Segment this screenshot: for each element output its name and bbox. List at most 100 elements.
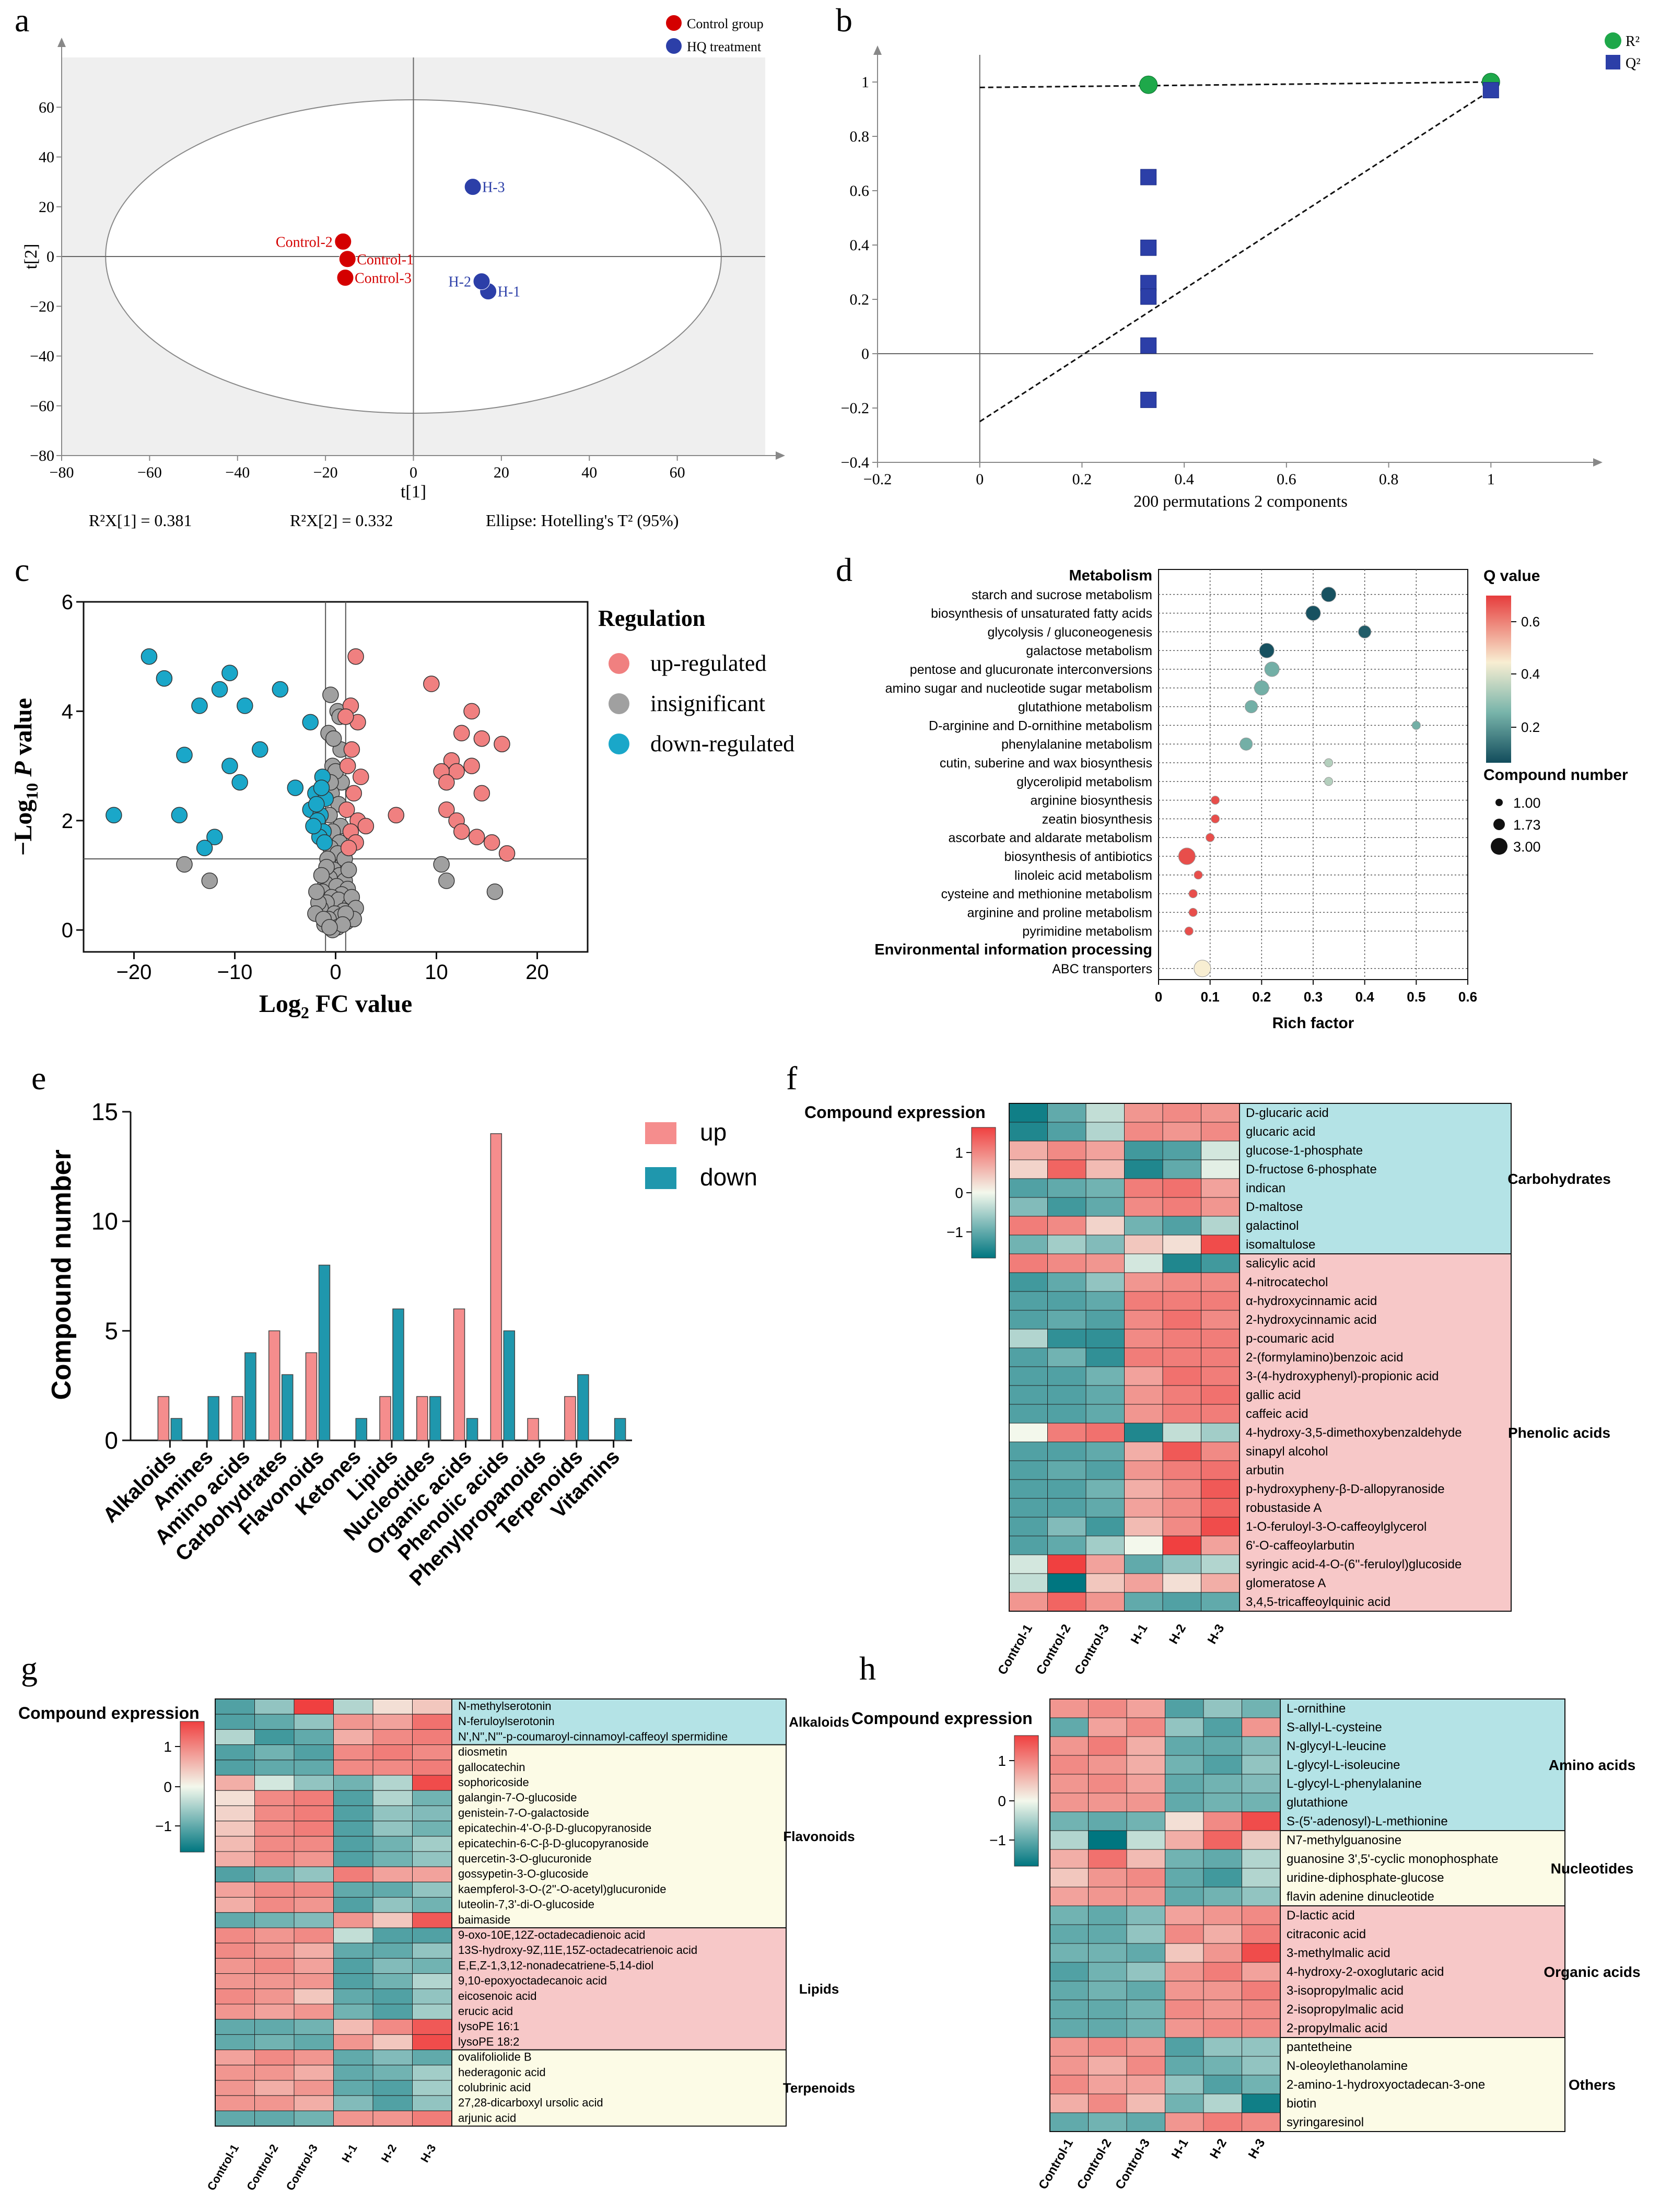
volcano-point bbox=[322, 686, 339, 703]
bar-up bbox=[416, 1396, 428, 1441]
heat-cell bbox=[1049, 1830, 1089, 1850]
heat-cell bbox=[215, 1760, 255, 1776]
r2-point bbox=[1139, 75, 1158, 94]
y-tick-label-b: −0.2 bbox=[841, 400, 869, 417]
bar-down bbox=[429, 1396, 441, 1441]
heat-cell bbox=[1124, 1460, 1163, 1480]
heat-cell bbox=[1047, 1498, 1086, 1518]
point-label: Control-3 bbox=[355, 270, 412, 286]
column-label: H-1 bbox=[1169, 2137, 1191, 2161]
heat-cell bbox=[1009, 1159, 1048, 1179]
panel-letter-g: g bbox=[21, 1650, 38, 1687]
group-box bbox=[451, 1927, 787, 2051]
heat-cell bbox=[215, 1912, 255, 1928]
row-label: N-glycyl-L-leucine bbox=[1287, 1739, 1386, 1753]
heat-cell bbox=[215, 1988, 255, 2005]
heat-cell bbox=[412, 2050, 452, 2066]
heat-cell bbox=[1201, 1479, 1240, 1499]
legend-label-e: up bbox=[700, 1119, 727, 1146]
legend-label-c: up-regulated bbox=[650, 650, 766, 676]
legend-label-a: Control group bbox=[687, 16, 764, 31]
bar-up bbox=[379, 1396, 391, 1441]
bar-down bbox=[355, 1418, 367, 1441]
heat-cell bbox=[1201, 1366, 1240, 1386]
point-label: H-3 bbox=[482, 180, 505, 196]
heat-cell bbox=[1242, 1981, 1281, 2000]
legend-label-e: down bbox=[700, 1163, 757, 1191]
row-label: 2-propylmalic acid bbox=[1287, 2021, 1387, 2035]
bar-up bbox=[157, 1396, 170, 1441]
heat-cell bbox=[1088, 1924, 1127, 1944]
row-label: galactinol bbox=[1246, 1219, 1299, 1233]
heat-cell bbox=[1047, 1103, 1086, 1123]
heat-cell bbox=[1049, 1924, 1089, 1944]
volcano-point bbox=[357, 818, 375, 834]
group-label: Phenolic acids bbox=[1508, 1425, 1610, 1441]
heat-cell bbox=[1124, 1253, 1163, 1273]
heat-cell bbox=[1047, 1159, 1086, 1179]
heat-cell bbox=[215, 1851, 255, 1867]
heat-colorbar bbox=[1014, 1735, 1039, 1867]
heat-cell bbox=[1047, 1517, 1086, 1536]
row-label: 6'-O-caffeoylarbutin bbox=[1246, 1539, 1354, 1553]
heat-cell bbox=[1049, 1868, 1089, 1888]
heat-cell bbox=[1088, 1698, 1127, 1718]
heat-cell bbox=[1165, 1755, 1204, 1775]
row-label: 3,4,5-tricaffeoylquinic acid bbox=[1246, 1595, 1390, 1609]
group-label: Nucleotides bbox=[1551, 1860, 1634, 1877]
heat-cell bbox=[1049, 2018, 1089, 2038]
volcano-point bbox=[498, 845, 516, 862]
heat-cell bbox=[1165, 2075, 1204, 2094]
heat-cell bbox=[333, 1988, 373, 2005]
heat-cell bbox=[1203, 1962, 1242, 1982]
enrichment-point bbox=[1259, 643, 1275, 658]
heat-cell bbox=[1009, 1329, 1048, 1348]
heatmap-frame bbox=[1049, 1698, 1281, 2132]
heat-cell bbox=[412, 1775, 452, 1791]
q2-point bbox=[1140, 239, 1157, 256]
heat-cell bbox=[1165, 2018, 1204, 2038]
heat-cell bbox=[1201, 1235, 1240, 1254]
heat-cell bbox=[1049, 1811, 1089, 1831]
row-label: baimaside bbox=[458, 1913, 510, 1926]
heat-cell bbox=[1009, 1216, 1048, 1236]
heat-cell bbox=[333, 2095, 373, 2111]
heat-cell bbox=[1085, 1498, 1125, 1518]
panel-d: Metabolism starch and sucrose metabolism b… bbox=[874, 567, 1628, 1032]
volcano-point bbox=[473, 730, 490, 747]
heat-cell bbox=[1009, 1272, 1048, 1292]
row-label: L-glycyl-L-phenylalanine bbox=[1287, 1777, 1422, 1791]
heat-cell bbox=[1085, 1404, 1125, 1424]
heat-cell bbox=[1049, 1717, 1089, 1737]
heat-cell bbox=[333, 2004, 373, 2020]
enrichment-point bbox=[1264, 661, 1280, 677]
heat-cell bbox=[1203, 2037, 1242, 2057]
pathway-label: pyrimidine metabolism bbox=[1022, 924, 1152, 939]
group-box bbox=[451, 2049, 787, 2127]
heat-cell bbox=[1126, 1792, 1165, 1812]
volcano-point bbox=[343, 741, 360, 758]
heat-cell bbox=[1085, 1235, 1125, 1254]
heat-cell bbox=[294, 2019, 334, 2035]
heat-cell bbox=[294, 1821, 334, 1837]
bar-down bbox=[466, 1418, 478, 1441]
heat-cell bbox=[1201, 1216, 1240, 1236]
scale-tick-label: 0 bbox=[163, 1779, 172, 1795]
heat-cell bbox=[1085, 1479, 1125, 1499]
heat-cell bbox=[254, 1866, 295, 1882]
bar-down bbox=[392, 1308, 404, 1441]
heat-cell bbox=[1203, 1905, 1242, 1925]
heat-cell bbox=[294, 1744, 334, 1761]
y-tick-label-c: 4 bbox=[62, 700, 73, 723]
heat-cell bbox=[215, 1897, 255, 1913]
heat-cell bbox=[1201, 1310, 1240, 1330]
heat-cell bbox=[1165, 1981, 1204, 2000]
bar-down bbox=[170, 1418, 183, 1441]
heat-cell bbox=[1009, 1253, 1048, 1273]
heat-cell bbox=[294, 2004, 334, 2020]
footer-r2x1: R²X[1] = 0.381 bbox=[89, 511, 192, 530]
volcano-point bbox=[494, 736, 510, 752]
row-label: S-allyl-L-cysteine bbox=[1287, 1720, 1382, 1734]
heat-cell bbox=[1124, 1517, 1163, 1536]
heat-cell bbox=[1088, 1792, 1127, 1812]
